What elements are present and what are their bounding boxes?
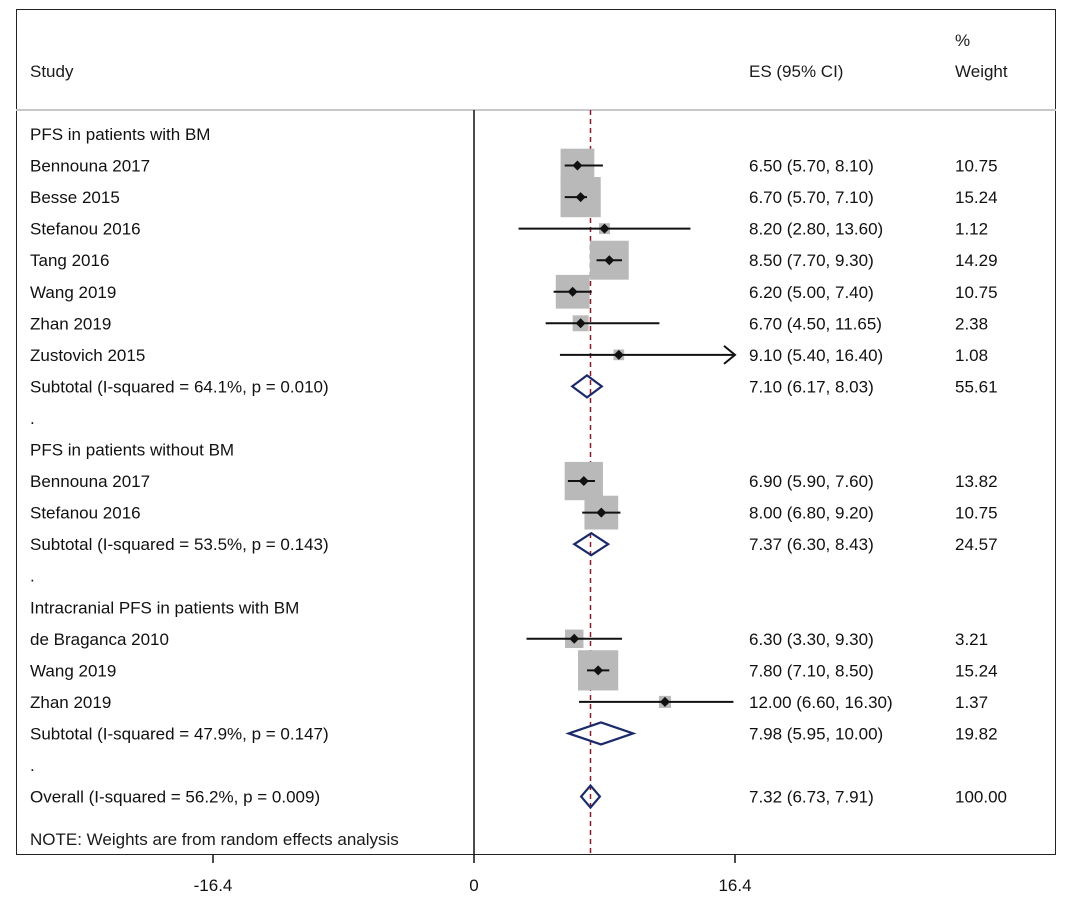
chart-frame [16,9,1056,855]
ci-arrow [723,345,737,365]
weight-value: 2.38 [955,314,988,333]
study-label: Wang 2019 [30,283,116,302]
point-estimate [659,696,670,707]
study-label: Stefanou 2016 [30,220,141,239]
header-es: ES (95% CI) [749,62,844,81]
point-estimate [567,286,578,297]
point-estimate [599,223,610,234]
study-label: Zustovich 2015 [30,346,145,365]
x-tick-label: 0 [469,876,478,895]
study-label: Zhan 2019 [30,314,111,333]
weight-value: 10.75 [955,283,998,302]
pooled-diamond [570,374,604,399]
weight-value: 10.75 [955,157,998,176]
study-label: Besse 2015 [30,188,120,207]
pooled-diamond [579,783,602,810]
study-label: Stefanou 2016 [30,504,141,523]
subtotal-label: Subtotal (I-squared = 64.1%, p = 0.010) [30,377,329,396]
separator-dot: . [30,409,35,428]
effect-size-ci: 8.20 (2.80, 13.60) [749,220,883,239]
weight-value: 10.75 [955,504,998,523]
weight-value: 55.61 [955,377,998,396]
header-weight: Weight [955,62,1008,81]
point-estimate [593,665,604,676]
effect-size-ci: 7.37 (6.30, 8.43) [749,535,874,554]
weight-value: 3.21 [955,630,988,649]
weight-value: 19.82 [955,724,998,743]
subtotal-label: Subtotal (I-squared = 53.5%, p = 0.143) [30,535,329,554]
effect-size-ci: 6.70 (4.50, 11.65) [749,314,882,333]
weight-value: 15.24 [955,661,998,680]
weight-value: 1.37 [955,693,988,712]
study-label: Bennouna 2017 [30,472,150,491]
footnote: NOTE: Weights are from random effects an… [30,830,399,849]
study-label: de Braganca 2010 [30,630,169,649]
separator-dot: . [30,567,35,586]
effect-size-ci: 6.50 (5.70, 8.10) [749,157,874,176]
study-label: Bennouna 2017 [30,157,150,176]
effect-size-ci: 6.20 (5.00, 7.40) [749,283,874,302]
effect-size-ci: 9.10 (5.40, 16.40) [749,346,883,365]
weight-value: 13.82 [955,472,998,491]
effect-size-ci: 7.80 (7.10, 8.50) [749,661,874,680]
effect-size-ci: 8.50 (7.70, 9.30) [749,251,874,270]
header-weight-pct: % [955,31,971,50]
group-label: PFS in patients without BM [30,441,234,460]
effect-size-ci: 8.00 (6.80, 9.20) [749,504,874,523]
study-label: Wang 2019 [30,661,116,680]
pooled-diamond [572,531,611,557]
point-estimate [569,633,580,644]
effect-size-ci: 7.32 (6.73, 7.91) [749,788,874,807]
effect-size-ci: 7.10 (6.17, 8.03) [749,377,874,396]
effect-size-ci: 6.30 (3.30, 9.30) [749,630,874,649]
separator-dot: . [30,756,35,775]
weight-value: 24.57 [955,535,998,554]
point-estimate [596,507,607,518]
point-estimate [575,318,586,329]
study-label: Tang 2016 [30,251,109,270]
point-estimate [578,476,589,487]
effect-size-ci: 12.00 (6.60, 16.30) [749,693,893,712]
header-study: Study [30,62,74,81]
effect-size-ci: 6.70 (5.70, 7.10) [749,188,874,207]
weight-value: 1.12 [955,220,988,239]
x-tick-label: -16.4 [194,876,233,895]
group-label: Intracranial PFS in patients with BM [30,598,299,617]
weight-value: 100.00 [955,788,1007,807]
x-tick-label: 16.4 [718,876,751,895]
effect-size-ci: 7.98 (5.95, 10.00) [749,724,883,743]
point-estimate [572,160,583,171]
point-estimate [613,349,624,360]
effect-size-ci: 6.90 (5.90, 7.60) [749,472,874,491]
weight-value: 1.08 [955,346,988,365]
study-label: Zhan 2019 [30,693,111,712]
pooled-diamond [565,721,637,746]
point-estimate [575,192,586,203]
group-label: PFS in patients with BM [30,125,210,144]
weight-value: 15.24 [955,188,998,207]
subtotal-label: Subtotal (I-squared = 47.9%, p = 0.147) [30,724,329,743]
point-estimate [604,255,615,266]
weight-value: 14.29 [955,251,998,270]
overall-label: Overall (I-squared = 56.2%, p = 0.009) [30,788,320,807]
